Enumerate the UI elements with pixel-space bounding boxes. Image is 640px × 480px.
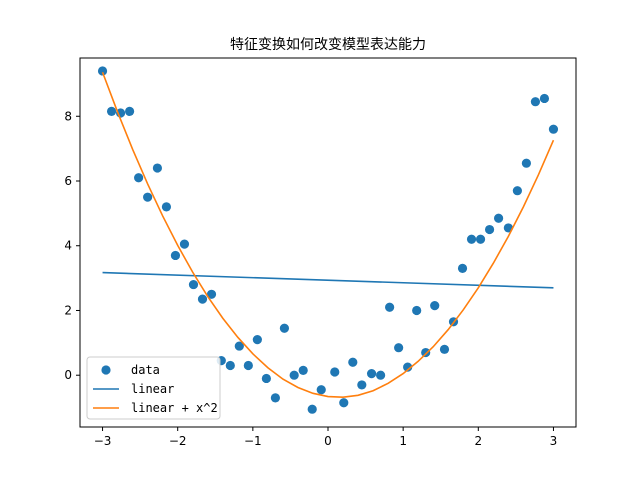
data-point [366,368,377,379]
data-point [339,398,349,408]
legend-label: linear + x^2 [131,401,218,415]
data-point [493,213,504,223]
x-tick-label: −2 [169,434,187,448]
axes: −3 −2 −1 0 1 2 3 0 2 4 6 8 [64,109,557,448]
data-point [97,66,108,76]
data-point [152,163,163,173]
legend: data linear linear + x^2 [86,356,221,420]
data-point [252,335,262,345]
data-point [270,393,280,403]
x-tick-label: −3 [94,434,112,448]
data-point [179,239,190,249]
data-point [234,341,244,351]
data-point [357,380,367,390]
legend-marker-data [101,365,111,375]
data-point [316,385,326,395]
x-tick-label: 0 [324,434,332,448]
data-point [261,373,271,384]
data-point [376,370,386,380]
data-point [206,289,217,299]
series-line-linear [102,271,554,289]
x-tick-label: −1 [244,434,262,448]
data-point [512,186,522,196]
x-tick-label: 2 [474,434,482,448]
data-point [539,93,550,104]
series-line-linear-x2 [101,71,555,399]
legend-label: linear [131,382,174,396]
data-point [439,344,450,354]
data-point [421,347,431,358]
data-point [385,302,395,312]
data-point [289,370,299,380]
data-point [161,202,172,212]
data-point [412,305,422,316]
y-tick-label: 4 [64,239,72,253]
data-point [143,192,153,202]
data-point [403,362,413,372]
data-point [484,224,495,235]
data-point [307,404,317,414]
y-tick-label: 8 [64,109,72,123]
data-point [521,158,532,168]
x-tick-label: 1 [399,434,407,448]
data-point [125,106,135,117]
y-tick-label: 2 [64,303,72,317]
data-point [170,250,181,261]
y-tick-label: 0 [64,368,72,382]
data-point [279,323,290,333]
data-point [243,360,253,371]
data-point [530,97,541,107]
data-point [457,263,468,273]
data-point [225,360,235,371]
chart-title: 特征变换如何改变模型表达能力 [230,36,426,53]
data-point [106,106,117,117]
data-point [298,365,308,375]
data-point [330,367,340,377]
y-tick-label: 6 [64,174,72,188]
data-point [466,234,477,244]
legend-label: data [131,363,160,377]
data-point [394,343,404,353]
data-point [188,279,199,290]
legend-box [86,356,221,420]
data-point [134,173,144,183]
x-tick-label: 3 [550,434,558,448]
data-point [348,357,358,367]
data-point [197,294,208,304]
data-point [430,301,440,311]
data-point [475,234,486,244]
data-point [548,124,559,134]
